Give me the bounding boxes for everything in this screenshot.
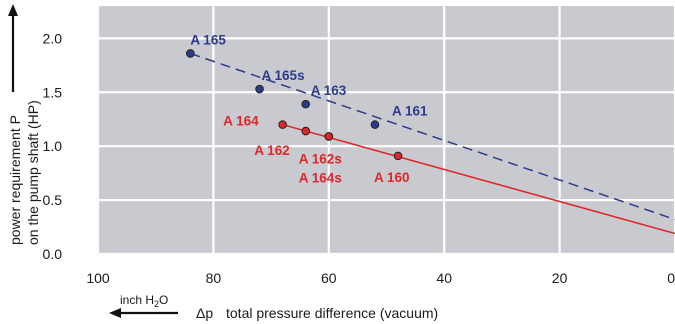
plot-area xyxy=(98,6,675,254)
data-point xyxy=(324,132,334,141)
data-point-label: A 163 xyxy=(311,83,347,98)
y-tick-label: 1.5 xyxy=(43,84,63,100)
data-point-label: A 164 xyxy=(223,114,259,129)
series-line-red xyxy=(282,123,675,235)
x-axis-symbol: Δp xyxy=(196,305,213,321)
y-tick-label: 1.0 xyxy=(43,138,63,154)
data-point-label: A 162 xyxy=(254,143,290,158)
x-tick-label: 60 xyxy=(321,270,337,286)
series-line-blue xyxy=(190,52,675,221)
y-tick-label: 0.0 xyxy=(43,246,63,262)
y-axis-label: power requirement P on the pump shaft (H… xyxy=(7,4,41,245)
y-axis-label-line2: on the pump shaft (HP) xyxy=(25,100,41,245)
data-point xyxy=(301,126,311,136)
grid xyxy=(96,6,675,256)
data-point-label: A 165 xyxy=(190,32,226,47)
tick-labels: 0.0 0.5 1.0 1.5 2.0 100 80 60 40 20 0 xyxy=(43,30,675,286)
y-axis-arrow-icon xyxy=(8,4,18,16)
data-point-label: A 161 xyxy=(392,104,428,119)
data-point xyxy=(278,120,287,129)
x-axis-title: total pressure difference (vacuum) xyxy=(226,305,438,321)
x-tick-label: 20 xyxy=(552,270,568,286)
y-tick-label: 2.0 xyxy=(43,30,63,46)
data-point-label: A 165s xyxy=(262,68,305,83)
series-lines xyxy=(190,52,675,235)
x-axis-arrow-icon xyxy=(109,308,121,318)
x-tick-label: 40 xyxy=(436,270,452,286)
data-point xyxy=(255,84,264,94)
data-point xyxy=(186,49,195,58)
data-points: A 165 A 165s A 163 A 161 A 164 A 162 A 162s A 1… xyxy=(186,32,428,185)
data-point-label: A 162s xyxy=(299,151,342,166)
x-axis-unit: inch H2O xyxy=(120,293,168,309)
data-point-label: A 160 xyxy=(374,170,410,185)
data-point xyxy=(393,151,403,161)
x-axis-label: inch H2O Δp total pressure difference (v… xyxy=(109,293,438,321)
data-point xyxy=(301,99,311,109)
y-axis-label-line1: power requirement P xyxy=(7,115,23,245)
x-tick-label: 0 xyxy=(667,270,675,286)
data-point xyxy=(370,120,380,129)
x-tick-label: 80 xyxy=(206,270,222,286)
y-tick-label: 0.5 xyxy=(43,192,63,208)
data-point-label: A 164s xyxy=(299,170,342,185)
x-tick-label: 100 xyxy=(86,270,110,286)
